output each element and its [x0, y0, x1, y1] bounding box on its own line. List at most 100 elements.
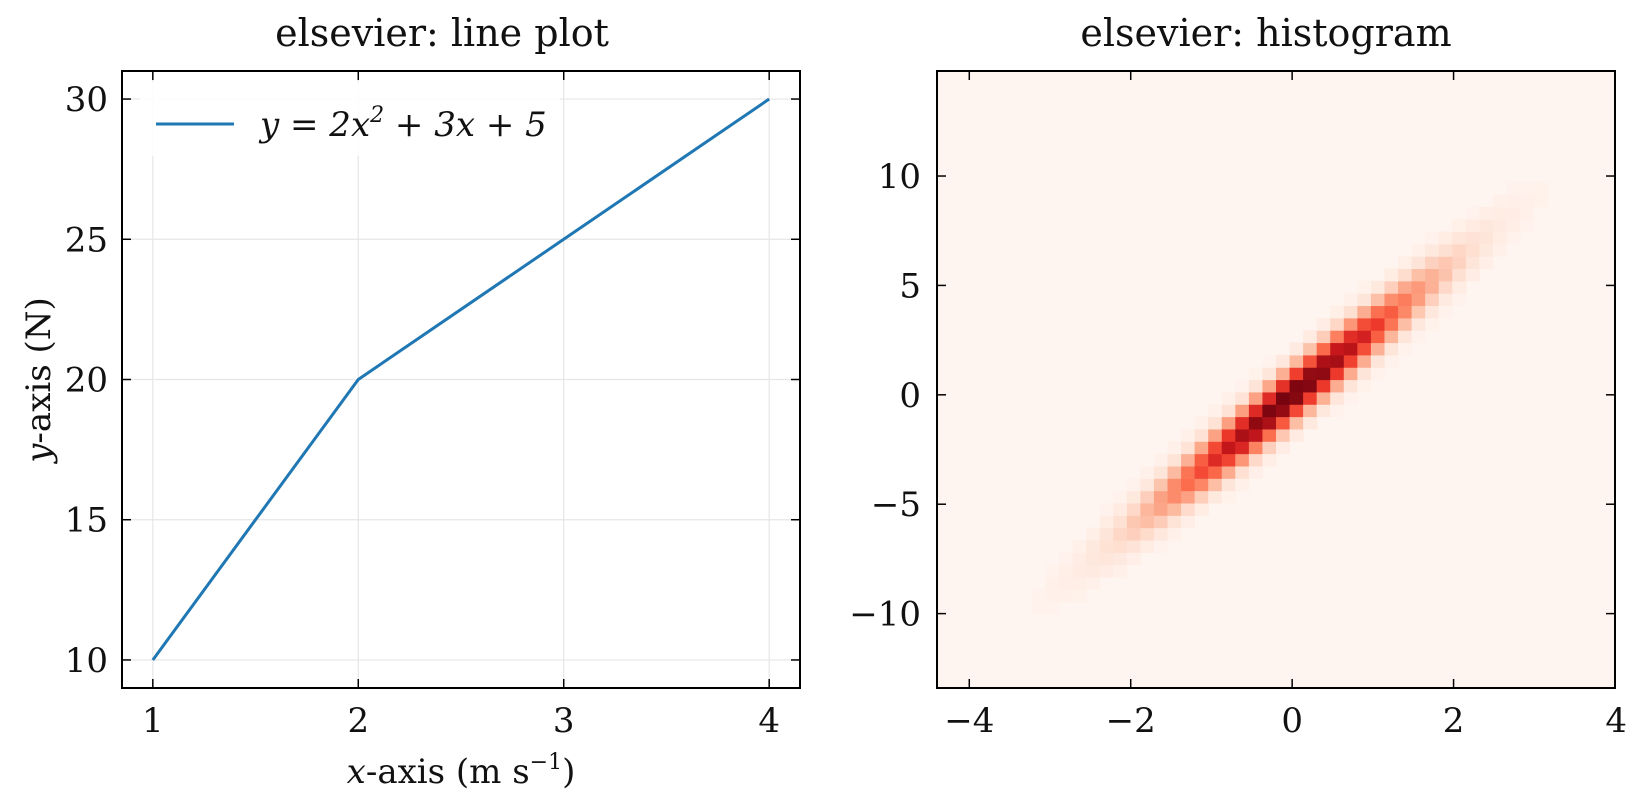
x-tick-label: −4 — [944, 701, 994, 741]
histogram-cell — [1181, 428, 1196, 442]
histogram-cell — [1140, 478, 1155, 492]
histogram-cell — [1248, 404, 1264, 418]
histogram-cell — [1289, 367, 1304, 381]
histogram-cell — [1465, 243, 1480, 257]
histogram-cell — [1276, 404, 1291, 418]
histogram-cell — [1140, 539, 1155, 553]
histogram-cell — [1194, 416, 1209, 430]
histogram-cell — [1330, 354, 1345, 368]
histogram-cell — [1398, 305, 1413, 319]
histogram-cell — [1235, 465, 1250, 479]
histogram-cell — [1384, 293, 1399, 307]
histogram-cell — [1452, 280, 1467, 294]
histogram-cell — [1303, 330, 1318, 344]
histogram-cell — [1411, 268, 1426, 282]
histogram-cell — [1262, 441, 1277, 455]
x-tick-label: 3 — [553, 701, 575, 741]
x-axis-label-text: -axis (m s — [366, 752, 530, 792]
histogram-cell — [1316, 342, 1331, 356]
histogram-cell — [1452, 243, 1467, 257]
histogram-cell — [1316, 330, 1331, 344]
histogram-cell — [1506, 182, 1521, 195]
histogram-cell — [1181, 453, 1196, 467]
histogram-cell — [1153, 453, 1169, 467]
line-plot-frame — [121, 70, 801, 689]
histogram-cell — [1167, 490, 1182, 504]
line-plot-legend: y = 2x2 + 3x + 5 — [140, 82, 560, 156]
histogram-cell — [1330, 391, 1345, 405]
histogram-cell — [1465, 206, 1480, 220]
histogram-cell — [1343, 330, 1358, 344]
histogram-cell — [1181, 490, 1196, 504]
histogram-cell — [1113, 564, 1128, 578]
histogram-cell — [1221, 416, 1236, 430]
histogram-cell — [1492, 219, 1508, 233]
histogram-cell — [1316, 379, 1331, 393]
histogram-cell — [1045, 601, 1060, 615]
histogram-cell — [1153, 539, 1169, 553]
histogram-cell — [1492, 243, 1508, 257]
y-tick-label: −10 — [849, 595, 921, 635]
histogram-cell — [1384, 280, 1399, 294]
histogram-cell — [1452, 268, 1467, 282]
histogram-cell — [1235, 478, 1250, 492]
histogram-cell — [1357, 354, 1372, 368]
histogram-cell — [1194, 441, 1209, 455]
histogram-cell — [1221, 453, 1236, 467]
histogram-cell — [1370, 342, 1386, 356]
histogram-cell — [1479, 219, 1494, 233]
histogram-cell — [1126, 478, 1141, 492]
histogram-cell — [1425, 305, 1440, 319]
histogram-cell — [1425, 317, 1440, 331]
histogram-cell — [1248, 441, 1264, 455]
histogram-cell — [1438, 243, 1453, 257]
histogram-cell — [1370, 305, 1386, 319]
histogram-cell — [1330, 317, 1345, 331]
histogram-cell — [1221, 404, 1236, 418]
histogram-cell — [1506, 206, 1521, 220]
histogram-cell — [1031, 601, 1047, 615]
histogram-cell — [1465, 268, 1480, 282]
histogram-cell — [1452, 219, 1467, 233]
histogram-cell — [1303, 379, 1318, 393]
y-tick-label: 20 — [65, 361, 108, 401]
histogram-cell — [1167, 515, 1182, 529]
histogram-cell — [1059, 576, 1074, 590]
histogram-cell — [1520, 194, 1535, 208]
line-plot-title: elsevier: line plot — [275, 11, 609, 55]
histogram-cell — [1411, 243, 1426, 257]
histogram-cell — [1330, 404, 1345, 418]
line-plot-series — [151, 97, 771, 661]
histogram-cell — [1086, 576, 1101, 590]
y-axis-label-var: y — [19, 443, 59, 465]
line-plot-y-axis-label: y-axis (N) — [19, 297, 59, 465]
x-axis-label-exponent: −1 — [530, 750, 562, 775]
legend-entry: y = 2x2 + 3x + 5 — [258, 103, 547, 145]
histogram-cell — [1113, 490, 1128, 504]
histogram-cell — [1398, 293, 1413, 307]
histogram-cell — [1113, 527, 1128, 541]
histogram-cell — [1452, 293, 1467, 307]
histogram-cell — [1221, 465, 1236, 479]
line-plot-y-ticks: 10 15 20 25 30 — [65, 80, 800, 681]
histogram-cell — [1316, 404, 1331, 418]
histogram-cell — [1303, 342, 1318, 356]
histogram-cell — [1276, 379, 1291, 393]
histogram-cell — [1262, 379, 1277, 393]
histogram-cell — [1330, 330, 1345, 344]
histogram-cell — [1411, 280, 1426, 294]
histogram-cell — [1126, 490, 1141, 504]
y-axis-label-text: -axis (N) — [19, 297, 59, 443]
legend-entry-main: y = 2x — [258, 105, 370, 145]
histogram-cell — [1343, 305, 1358, 319]
histogram-cell — [1194, 502, 1209, 516]
histogram-cell — [1208, 453, 1223, 467]
histogram-cell — [1398, 268, 1413, 282]
histogram-cell — [1370, 293, 1386, 307]
histogram-cell — [1289, 404, 1304, 418]
histogram-cell — [1384, 305, 1399, 319]
histogram-cell — [1221, 428, 1236, 442]
histogram-cell — [1289, 391, 1304, 405]
histogram-cell — [1411, 305, 1426, 319]
